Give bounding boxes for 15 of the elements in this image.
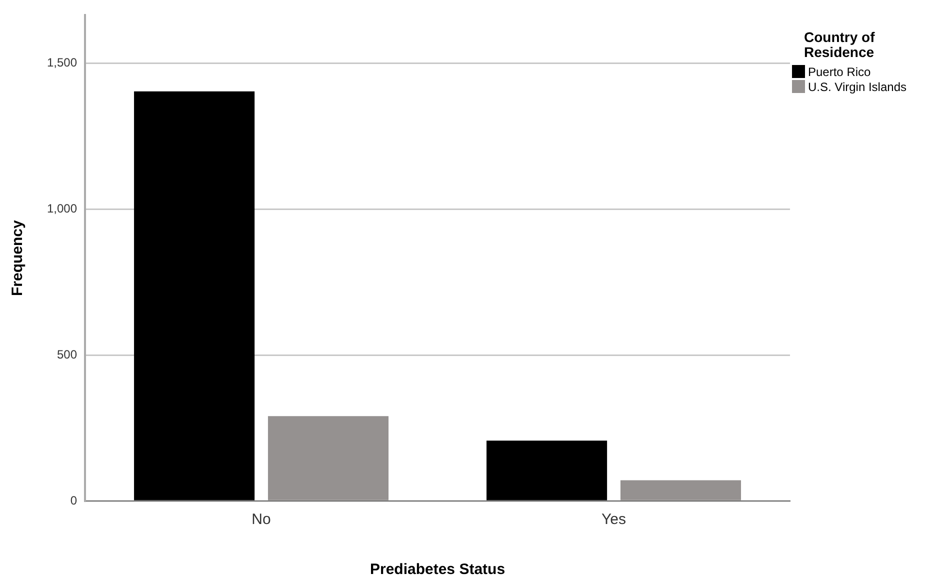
y-axis-title: Frequency (9, 220, 26, 296)
y-tick-label: 0 (70, 493, 78, 508)
y-tick-label: 1,500 (47, 56, 78, 70)
bar (134, 91, 255, 500)
y-tick-label: 500 (57, 347, 78, 362)
legend-label: Puerto Rico (808, 64, 871, 78)
bar (268, 416, 389, 500)
x-tick-label: No (252, 511, 271, 528)
bar (486, 440, 608, 500)
x-tick-label: Yes (602, 511, 626, 528)
legend-title: Country of Residence (804, 29, 876, 60)
legend-label: U.S. Virgin Islands (808, 80, 906, 94)
bar (620, 480, 742, 500)
y-tick-label: 1,000 (47, 202, 78, 216)
x-axis-title: Prediabetes Status (370, 561, 506, 578)
